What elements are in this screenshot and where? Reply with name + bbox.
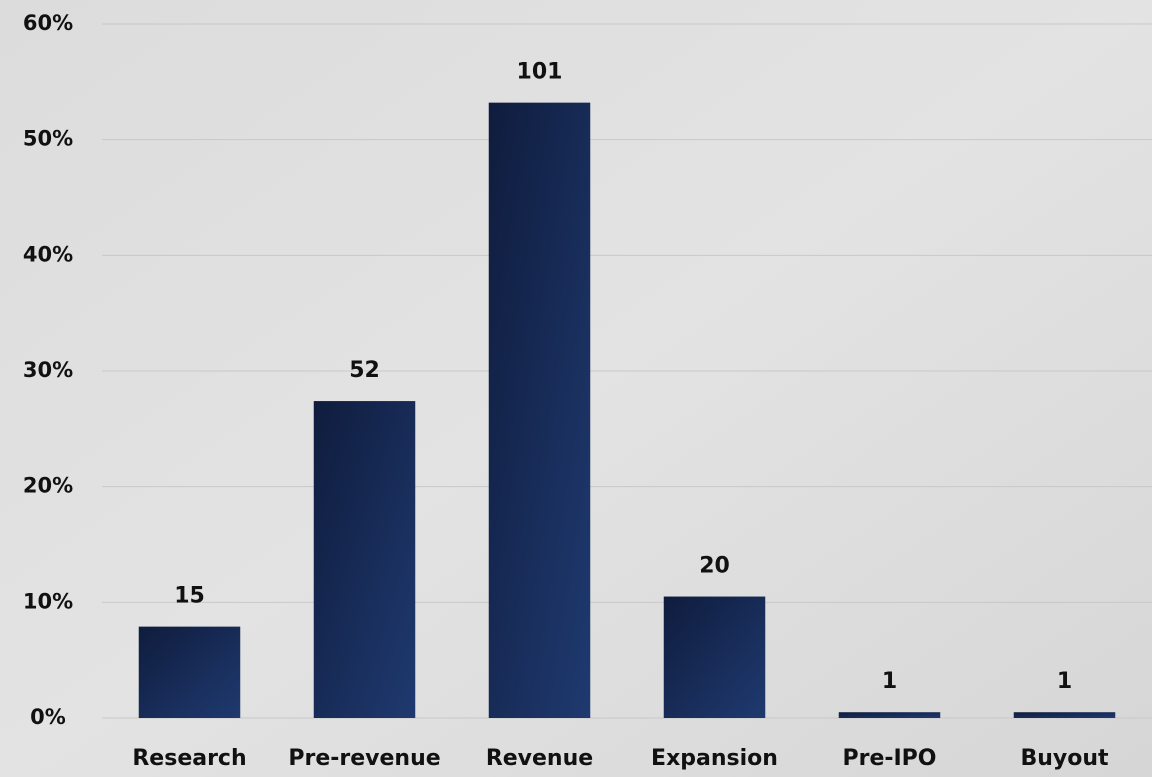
bar	[138, 626, 241, 718]
y-tick-label: 50%	[23, 127, 73, 151]
bar	[313, 401, 416, 718]
bar	[663, 596, 766, 718]
x-tick-label: Revenue	[486, 746, 593, 771]
x-tick-label: Pre-IPO	[842, 746, 936, 771]
data-label: 1	[882, 669, 897, 694]
x-tick-label: Research	[132, 746, 246, 771]
y-tick-label: 30%	[23, 358, 73, 382]
bar	[838, 712, 941, 718]
data-label: 52	[349, 358, 380, 383]
x-tick-label: Pre-revenue	[288, 746, 440, 771]
data-label: 101	[517, 60, 563, 85]
y-tick-label: 40%	[23, 242, 73, 266]
y-tick-label: 20%	[23, 474, 73, 498]
y-tick-label: 0%	[30, 705, 66, 729]
y-tick-label: 10%	[23, 589, 73, 613]
x-tick-label: Buyout	[1020, 746, 1109, 771]
data-label: 20	[699, 554, 730, 579]
data-label: 15	[174, 584, 205, 609]
bar	[1013, 712, 1116, 718]
y-tick-label: 60%	[23, 11, 73, 35]
x-tick-label: Expansion	[651, 746, 778, 771]
data-label: 1	[1057, 669, 1072, 694]
bar	[488, 102, 591, 719]
